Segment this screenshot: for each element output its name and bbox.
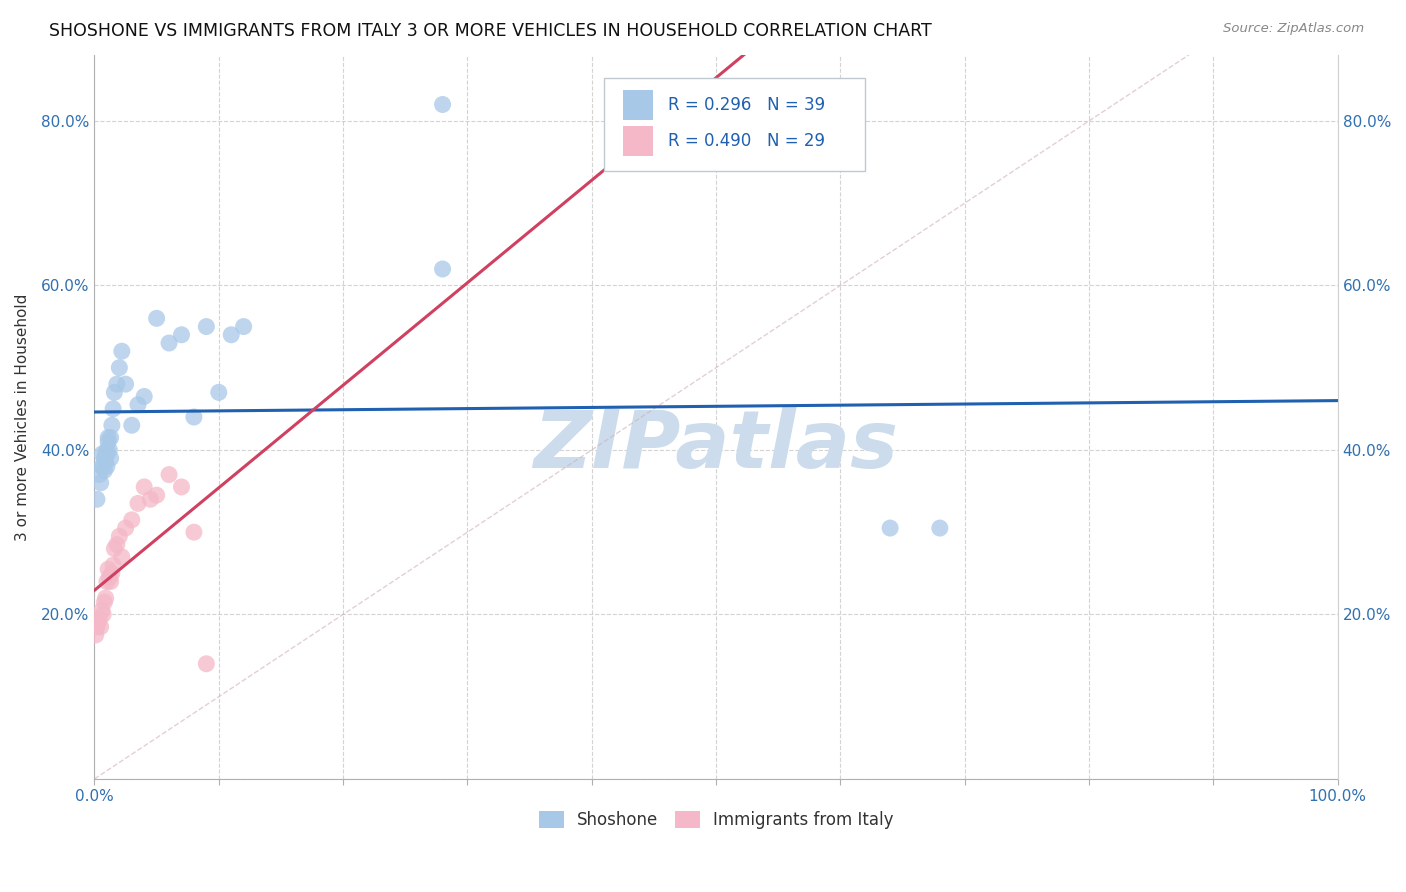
Point (91, 459, 114, 474)
Point (105, 537, 128, 551)
Point (101, 566, 124, 581)
Point (219, 327, 242, 342)
Legend: Shoshone, Immigrants from Italy: Shoshone, Immigrants from Italy (531, 805, 900, 836)
Point (208, 385, 231, 400)
Point (432, 262, 454, 277)
Bar (623, 90, 652, 120)
Point (101, 401, 124, 416)
Point (183, 410, 205, 425)
Bar (623, 126, 652, 156)
Point (170, 480, 193, 494)
Point (90, 603, 112, 617)
Point (145, 488, 167, 502)
Text: R = 0.490   N = 29: R = 0.490 N = 29 (668, 132, 824, 150)
Point (96, 447, 118, 461)
Point (134, 389, 156, 403)
Point (183, 525, 205, 540)
Point (127, 398, 149, 412)
FancyBboxPatch shape (605, 78, 865, 171)
Point (87, 615, 110, 630)
Text: Source: ZipAtlas.com: Source: ZipAtlas.com (1223, 22, 1364, 36)
Point (111, 549, 134, 564)
Point (89, 467, 111, 482)
Point (114, 377, 136, 392)
Point (101, 418, 124, 433)
Point (157, 467, 180, 482)
Point (108, 360, 131, 375)
Point (93, 463, 115, 477)
Point (105, 377, 128, 392)
Point (86, 492, 108, 507)
Point (97, 431, 120, 445)
Point (232, 319, 254, 334)
Point (127, 496, 149, 510)
Point (157, 336, 180, 351)
Point (139, 492, 162, 507)
Point (98, 442, 121, 457)
Point (928, 521, 950, 535)
Point (84, 628, 107, 642)
Point (100, 431, 122, 445)
Point (86, 620, 108, 634)
Point (121, 513, 143, 527)
Point (879, 521, 901, 535)
Point (145, 311, 167, 326)
Point (90, 459, 112, 474)
Point (103, 385, 125, 400)
Text: R = 0.296   N = 39: R = 0.296 N = 39 (668, 96, 825, 114)
Text: ZIPatlas: ZIPatlas (533, 407, 898, 485)
Point (103, 541, 125, 556)
Point (94, 591, 117, 605)
Point (170, 327, 193, 342)
Point (94, 447, 117, 461)
Point (90, 475, 112, 490)
Point (90, 620, 112, 634)
Point (195, 657, 218, 671)
Point (89, 611, 111, 625)
Point (100, 574, 122, 589)
Point (91, 607, 114, 622)
Point (98, 570, 121, 584)
Point (134, 480, 156, 494)
Point (94, 455, 117, 469)
Point (101, 558, 124, 572)
Point (114, 521, 136, 535)
Point (93, 451, 115, 466)
Y-axis label: 3 or more Vehicles in Household: 3 or more Vehicles in Household (15, 293, 30, 541)
Point (90, 447, 112, 461)
Point (121, 418, 143, 433)
Text: SHOSHONE VS IMMIGRANTS FROM ITALY 3 OR MORE VEHICLES IN HOUSEHOLD CORRELATION CH: SHOSHONE VS IMMIGRANTS FROM ITALY 3 OR M… (49, 22, 932, 40)
Point (96, 574, 118, 589)
Point (96, 442, 118, 457)
Point (108, 529, 131, 543)
Point (111, 344, 134, 359)
Point (96, 459, 118, 474)
Point (195, 319, 218, 334)
Point (93, 595, 115, 609)
Point (97, 562, 120, 576)
Point (97, 434, 120, 449)
Point (100, 451, 122, 466)
Point (432, 97, 454, 112)
